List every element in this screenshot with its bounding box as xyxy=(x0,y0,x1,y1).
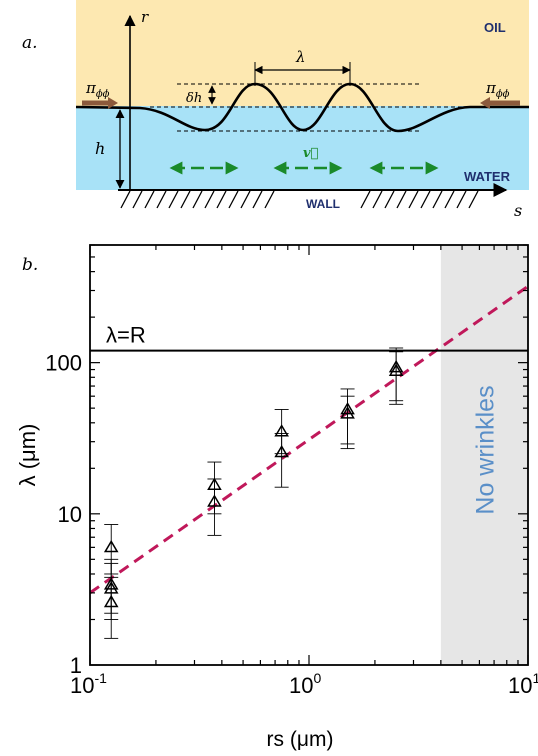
pi-left-arrowhead xyxy=(108,97,118,109)
s-axis-label: s xyxy=(514,201,522,220)
h-label: h xyxy=(95,139,105,158)
data-point xyxy=(340,406,355,419)
water-region xyxy=(76,106,529,190)
x-axis-label: rs (μm) xyxy=(267,728,334,751)
no-wrinkles-label: No wrinkles xyxy=(471,385,499,514)
panel-b: b. 10-1 100 101 1 10 100 λ=R No wrinkles λ (… xyxy=(15,244,538,751)
pi-right-symbol: πϕϕ xyxy=(485,79,510,100)
data-point xyxy=(340,401,355,415)
water-label: WATER xyxy=(464,169,511,184)
error-bar xyxy=(389,351,404,405)
error-bars xyxy=(104,347,404,639)
data-point xyxy=(207,494,222,507)
data-point xyxy=(207,477,222,490)
y-axis-ticks: 1 10 100 xyxy=(45,244,528,678)
y-tick-label: 100 xyxy=(45,351,82,376)
y-tick-label: 10 xyxy=(58,502,82,527)
x-tick-label: 100 xyxy=(289,670,321,698)
wall-label: WALL xyxy=(306,197,340,211)
data-point xyxy=(103,594,119,608)
lambda-equals-r-label: λ=R xyxy=(106,323,146,348)
oil-water-interface xyxy=(75,82,529,133)
data-point xyxy=(388,363,404,376)
data-point xyxy=(274,444,289,458)
error-bar xyxy=(274,433,289,488)
y-tick-label: 1 xyxy=(70,653,82,678)
delta-h-label: δh xyxy=(186,91,202,106)
oil-label: OIL xyxy=(484,20,506,35)
panel-a-label: a. xyxy=(22,33,38,53)
plot-area xyxy=(90,245,528,665)
data-point xyxy=(388,359,404,373)
data-point xyxy=(103,539,119,553)
lambda-label: λ xyxy=(295,48,306,66)
data-point xyxy=(103,581,119,594)
x-tick-label: 101 xyxy=(508,670,538,698)
no-wrinkles-region xyxy=(440,245,528,665)
pi-right-arrowhead xyxy=(480,97,490,109)
data-points xyxy=(103,359,404,608)
r-axis-label: r xyxy=(141,8,149,26)
panel-a: a. λ δh r h πϕϕ πϕϕ xyxy=(22,0,529,220)
oil-region xyxy=(76,0,529,108)
data-point xyxy=(274,424,289,437)
panel-b-label: b. xyxy=(22,255,38,275)
wall-hatching xyxy=(120,190,479,209)
data-point xyxy=(103,577,119,590)
y-axis-label: λ (μm) xyxy=(15,424,40,487)
velocity-label: v⃗ xyxy=(303,146,319,161)
x-tick-label: 10-1 xyxy=(70,670,107,698)
x-axis-ticks: 10-1 100 101 xyxy=(70,245,538,698)
pi-left-symbol: πϕϕ xyxy=(85,79,110,100)
